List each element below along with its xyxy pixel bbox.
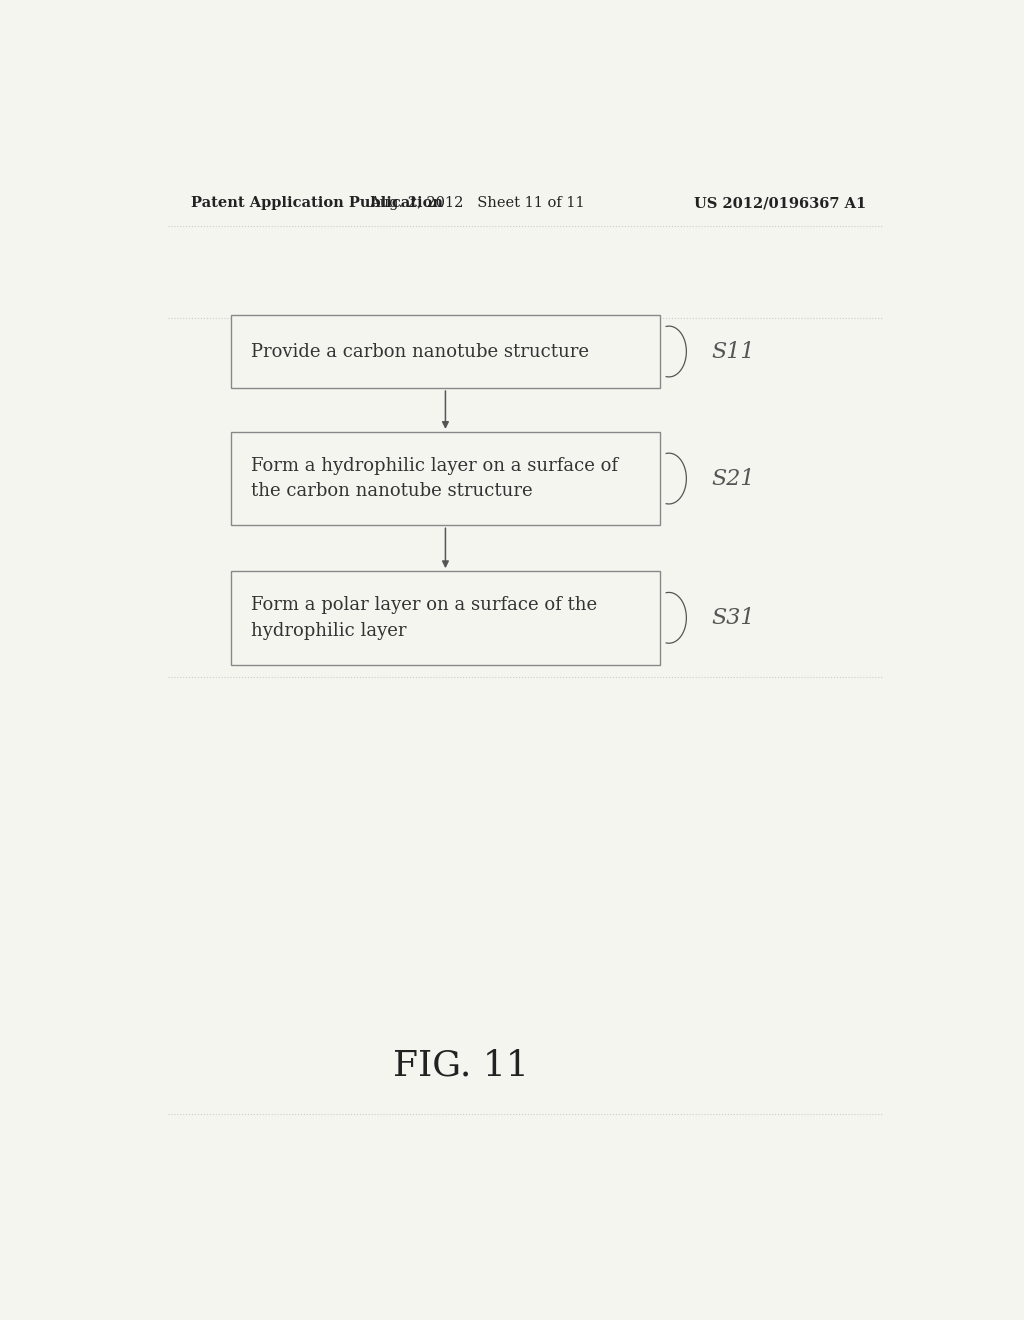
- Text: S21: S21: [712, 467, 755, 490]
- Text: FIG. 11: FIG. 11: [393, 1048, 529, 1082]
- Text: Form a hydrophilic layer on a surface of
the carbon nanotube structure: Form a hydrophilic layer on a surface of…: [251, 457, 618, 500]
- Text: Provide a carbon nanotube structure: Provide a carbon nanotube structure: [251, 342, 589, 360]
- Text: Patent Application Publication: Patent Application Publication: [191, 197, 443, 210]
- Text: S31: S31: [712, 607, 755, 628]
- Text: Form a polar layer on a surface of the
hydrophilic layer: Form a polar layer on a surface of the h…: [251, 595, 597, 640]
- Text: S11: S11: [712, 341, 755, 363]
- Text: US 2012/0196367 A1: US 2012/0196367 A1: [694, 197, 866, 210]
- FancyBboxPatch shape: [231, 432, 659, 525]
- Text: Aug. 2, 2012   Sheet 11 of 11: Aug. 2, 2012 Sheet 11 of 11: [370, 197, 585, 210]
- FancyBboxPatch shape: [231, 572, 659, 664]
- FancyBboxPatch shape: [231, 315, 659, 388]
